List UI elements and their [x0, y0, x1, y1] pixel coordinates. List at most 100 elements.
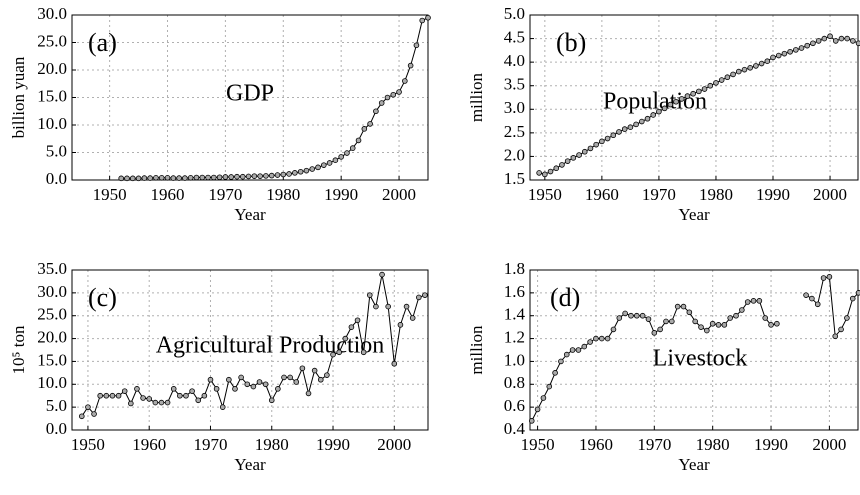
data-point: [413, 42, 420, 49]
data-point: [268, 172, 275, 179]
data-point: [226, 376, 232, 383]
data-point: [814, 301, 821, 308]
data-point: [397, 322, 404, 328]
annotation: Livestock: [653, 346, 748, 372]
x-tick-label: 1950: [93, 185, 127, 204]
y-axis-label: million: [467, 325, 486, 375]
x-axis-label: Year: [234, 205, 266, 224]
data-point: [803, 292, 809, 298]
data-point: [616, 315, 623, 321]
x-tick-label: 1980: [696, 435, 730, 454]
data-point: [804, 42, 811, 49]
data-point: [85, 404, 91, 410]
x-tick-label: 1980: [255, 435, 289, 454]
data-point: [402, 78, 408, 84]
x-tick-label: 1960: [579, 435, 613, 454]
data-point: [553, 165, 560, 172]
data-point: [564, 158, 571, 164]
data-point: [704, 327, 710, 334]
x-tick-label: 2000: [813, 185, 847, 204]
y-tick-label: 1.4: [504, 305, 526, 324]
data-point: [385, 303, 391, 310]
data-point: [563, 351, 570, 358]
data-point: [187, 175, 194, 181]
data-point: [815, 38, 822, 44]
data-point: [674, 303, 681, 310]
data-point: [128, 400, 134, 407]
data-point: [384, 94, 391, 101]
data-point: [275, 386, 281, 392]
data-point: [152, 399, 159, 406]
data-point: [250, 383, 257, 390]
data-point: [747, 65, 753, 71]
data-point: [663, 318, 669, 325]
data-point: [199, 174, 206, 181]
data-point: [686, 309, 693, 316]
data-point: [770, 54, 776, 61]
data-point: [79, 413, 85, 420]
data-point: [558, 358, 564, 365]
y-tick-label: 30.0: [37, 4, 67, 23]
y-tick-label: 10.0: [37, 114, 67, 133]
data-point: [673, 98, 679, 105]
y-tick-label: 0.0: [46, 419, 67, 438]
data-point: [234, 173, 240, 180]
data-point: [650, 112, 657, 118]
plot-frame: [529, 269, 859, 431]
data-point: [581, 343, 588, 350]
data-point: [809, 295, 815, 302]
data-point: [855, 40, 860, 47]
data-point: [422, 292, 428, 298]
data-point: [293, 379, 300, 385]
data-point: [750, 298, 757, 304]
data-point: [373, 303, 379, 310]
data-point: [821, 35, 828, 42]
data-point: [656, 108, 662, 115]
data-point: [425, 14, 431, 21]
data-point: [621, 126, 628, 132]
data-point: [739, 307, 745, 313]
data-point: [832, 333, 839, 340]
data-point: [330, 351, 336, 358]
x-tick-label: 1990: [324, 185, 358, 204]
data-point: [317, 376, 324, 383]
annotation: (c): [88, 283, 117, 312]
data-point: [286, 171, 292, 177]
data-point: [587, 145, 594, 152]
data-point: [528, 418, 535, 424]
data-point: [713, 80, 719, 86]
data-point: [379, 271, 385, 278]
x-tick-label: 1970: [642, 185, 676, 204]
data-point: [311, 367, 318, 374]
data-point: [141, 175, 148, 181]
data-point: [798, 45, 805, 51]
data-point: [118, 175, 125, 182]
data-point: [587, 339, 593, 345]
data-point: [153, 175, 159, 181]
data-point: [540, 395, 547, 401]
data-point: [324, 372, 330, 378]
y-axis-label: billion yuan: [9, 56, 28, 138]
data-point: [244, 381, 251, 388]
y-tick-label: 1.2: [504, 327, 525, 346]
data-point: [657, 326, 663, 333]
data-point: [730, 71, 736, 78]
data-point: [599, 138, 605, 145]
data-point: [303, 167, 310, 174]
data-point: [644, 115, 651, 122]
data-point: [775, 52, 782, 59]
data-point: [604, 335, 611, 342]
data-point: [390, 91, 397, 98]
data-point: [263, 173, 269, 179]
data-point: [109, 392, 116, 399]
data-point: [536, 170, 542, 176]
data-point: [844, 315, 850, 321]
data-point: [701, 86, 708, 92]
data-point: [403, 303, 410, 310]
data-point: [547, 168, 554, 175]
data-point: [216, 174, 223, 181]
annotation: Agricultural Production: [156, 333, 385, 359]
plot-frame: [529, 14, 859, 181]
data-point: [205, 174, 211, 181]
y-tick-label: 4.0: [504, 51, 525, 70]
